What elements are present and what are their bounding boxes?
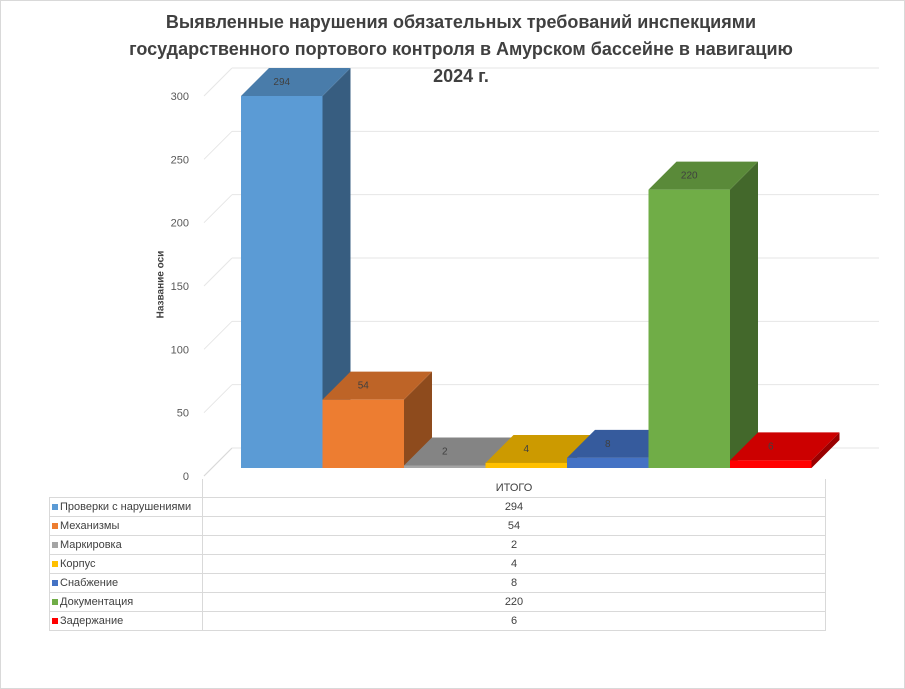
title-line: государственного портового контроля в Ам… (129, 39, 793, 59)
legend-swatch (52, 504, 58, 510)
bar-top (648, 161, 758, 190)
legend-entry: Задержание (49, 611, 203, 631)
legend-swatch (52, 523, 58, 529)
bar-side (322, 68, 351, 468)
table-header-row: ИТОГО (50, 479, 826, 498)
bar-side (811, 432, 840, 468)
legend-swatch (52, 599, 58, 605)
bar-top (241, 68, 351, 96)
legend-entry: Проверки с нарушениями (49, 497, 203, 517)
floor-edge (203, 447, 233, 477)
series-value: 8 (202, 573, 826, 593)
bar-side (730, 161, 758, 468)
series-name: Маркировка (60, 539, 122, 551)
legend-swatch (52, 561, 58, 567)
series-value: 2 (202, 535, 826, 555)
legend-swatch (52, 542, 58, 548)
y-tick-label: 100 (171, 344, 189, 356)
title-line: Выявленные нарушения обязательных требов… (165, 12, 757, 32)
gridline-side (203, 67, 233, 97)
series-value: 54 (202, 516, 826, 536)
bar (241, 96, 323, 468)
series-name: Документация (60, 596, 134, 608)
chart-title: Выявленные нарушения обязательных требов… (101, 9, 821, 90)
gridline-side (203, 320, 233, 350)
y-tick-label: 0 (183, 471, 189, 483)
y-tick-label: 150 (171, 281, 189, 293)
series-name: Проверки с нарушениями (60, 501, 192, 513)
data-label: 294 (273, 77, 290, 88)
bar (485, 462, 567, 468)
table-row: Корпус 4 (49, 554, 826, 574)
gridline-side (203, 384, 233, 414)
table-row: Механизмы 54 (49, 516, 826, 536)
table-row: Задержание 6 (49, 611, 826, 631)
data-table: ИТОГО Проверки с нарушениями 294 Механизмы… (49, 479, 826, 631)
bar (648, 189, 730, 468)
data-label: 2 (442, 446, 448, 457)
y-axis-title: Название оси (155, 250, 167, 319)
bar (404, 465, 486, 468)
series-value: 220 (202, 592, 826, 612)
y-tick-label: 300 (171, 91, 189, 103)
series-value: 294 (202, 497, 826, 517)
title-line: 2024 г. (433, 66, 489, 86)
bar-side (404, 371, 432, 468)
legend-swatch (52, 618, 58, 624)
series-name: Механизмы (60, 520, 120, 532)
legend-entry: Маркировка (49, 535, 203, 555)
table-row: Маркировка 2 (49, 535, 826, 555)
table-row: Документация 220 (49, 592, 826, 612)
bar-top (322, 371, 432, 400)
series-name: Корпус (60, 558, 96, 570)
y-tick-label: 200 (171, 218, 189, 230)
category-header: ИТОГО (202, 479, 826, 498)
series-name: Задержание (60, 615, 124, 627)
legend-entry: Механизмы (49, 516, 203, 536)
data-label: 8 (605, 439, 611, 450)
gridline-side (203, 194, 233, 224)
bar (567, 457, 649, 468)
table-row: Снабжение 8 (49, 573, 826, 593)
series-value: 6 (202, 611, 826, 631)
bar (322, 399, 404, 468)
bar-top (485, 434, 595, 463)
table-row: Проверки с нарушениями 294 (49, 497, 826, 517)
bar-top (404, 437, 514, 466)
data-label: 4 (523, 444, 529, 455)
legend-swatch (52, 580, 58, 586)
bar (730, 460, 812, 468)
gridline-side (203, 130, 233, 160)
gridline-side (203, 257, 233, 287)
bar-top (730, 432, 840, 461)
legend-entry: Снабжение (49, 573, 203, 593)
data-label: 54 (358, 381, 370, 392)
y-tick-label: 250 (171, 154, 189, 166)
data-label: 6 (768, 441, 774, 452)
legend-entry: Документация (49, 592, 203, 612)
series-name: Снабжение (60, 577, 119, 589)
data-label: 220 (681, 171, 698, 182)
legend-entry: Корпус (49, 554, 203, 574)
y-tick-label: 50 (177, 408, 189, 420)
series-value: 4 (202, 554, 826, 574)
